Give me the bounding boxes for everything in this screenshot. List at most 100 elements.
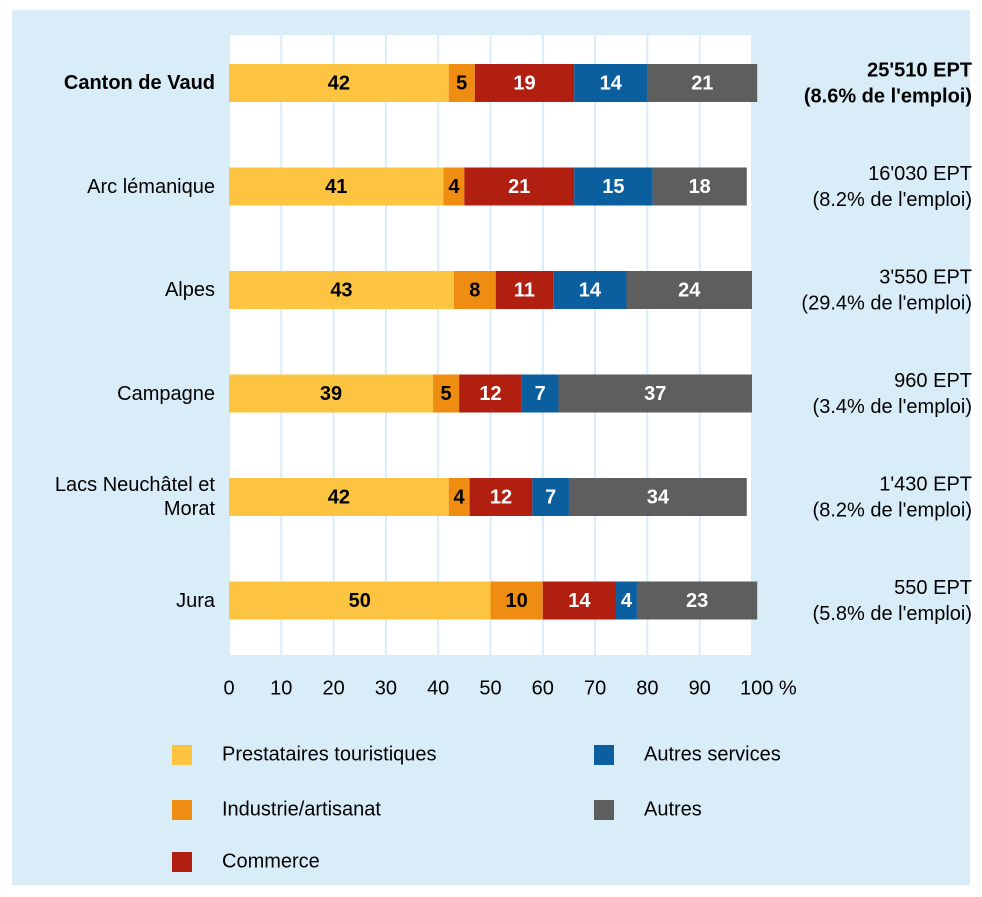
data-label: 15 — [602, 176, 624, 198]
data-label: 24 — [678, 279, 701, 301]
x-tick-label: 80 — [636, 677, 658, 699]
bar-segment — [558, 374, 752, 413]
bar-segment — [553, 271, 627, 309]
data-label: 21 — [508, 176, 530, 198]
x-tick-label: 30 — [375, 677, 397, 699]
bar-segment — [443, 167, 465, 206]
data-label: 19 — [513, 72, 535, 94]
data-label: 12 — [479, 383, 501, 405]
x-tick-label: 60 — [532, 677, 554, 699]
data-label: 5 — [440, 383, 451, 405]
x-tick-label: 70 — [584, 677, 606, 699]
bar-segment — [532, 478, 569, 516]
data-label: 11 — [514, 279, 535, 301]
data-label: 10 — [506, 590, 528, 612]
right-label: (8.6% de l'emploi) — [804, 85, 972, 107]
data-label: 12 — [490, 486, 512, 508]
bar-segment — [574, 64, 648, 102]
bar-segment — [616, 581, 637, 620]
legend-label: Prestataires touristiques — [222, 743, 437, 765]
legend-swatch — [594, 745, 614, 765]
data-label: 21 — [691, 72, 713, 94]
bar-segment — [432, 374, 460, 413]
data-label: 37 — [644, 383, 666, 405]
data-label: 50 — [349, 590, 371, 612]
legend-swatch — [172, 745, 192, 765]
right-label: (29.4% de l'emploi) — [801, 292, 972, 314]
bar-segment — [626, 271, 752, 309]
category-label: Canton de Vaud — [63, 72, 215, 94]
data-label: 4 — [454, 486, 466, 508]
bar-segment — [568, 478, 747, 516]
data-label: 8 — [469, 279, 480, 301]
legend-swatch — [172, 800, 192, 820]
bar-segment — [448, 64, 475, 102]
right-label: 25'510 EPT — [867, 59, 972, 81]
bar-segment — [652, 167, 747, 206]
data-label: 4 — [621, 590, 633, 612]
category-label: Jura — [176, 589, 215, 612]
bar-segment — [636, 581, 758, 620]
data-label: 42 — [328, 486, 350, 508]
right-label: (8.2% de l'emploi) — [813, 499, 972, 521]
bar-segment — [229, 581, 491, 620]
data-label: 7 — [545, 486, 556, 508]
data-label: 43 — [330, 279, 352, 301]
bar-segment — [229, 167, 444, 206]
x-tick-label: 100 % — [740, 677, 797, 699]
legend-swatch — [594, 800, 614, 820]
right-label: 550 EPT — [894, 577, 972, 599]
data-label: 39 — [320, 383, 342, 405]
bar-segment — [448, 478, 470, 516]
data-label: 42 — [328, 72, 350, 94]
right-label: 3'550 EPT — [879, 266, 972, 288]
right-label: (5.8% de l'emploi) — [813, 603, 972, 625]
bar-segment — [229, 64, 449, 102]
bar-segment — [459, 374, 522, 413]
legend-label: Commerce — [222, 850, 320, 872]
data-label: 14 — [600, 72, 623, 94]
category-label: Alpes — [164, 279, 215, 301]
legend-label: Autres services — [644, 743, 781, 765]
data-label: 41 — [325, 176, 347, 198]
right-label: 960 EPT — [894, 370, 972, 392]
bar-segment — [490, 581, 543, 620]
data-label: 14 — [579, 279, 602, 301]
legend-label: Autres — [644, 798, 702, 820]
bar-segment — [229, 478, 449, 516]
bar-segment — [542, 581, 617, 620]
x-tick-label: 0 — [223, 677, 234, 699]
category-label: Campagne — [117, 382, 215, 405]
bar-segment — [453, 271, 496, 309]
x-tick-label: 10 — [270, 677, 292, 699]
right-label: 16'030 EPT — [868, 163, 972, 185]
right-label: (3.4% de l'emploi) — [813, 396, 972, 418]
category-label: Arc lémanique — [87, 175, 215, 198]
data-label: 23 — [686, 590, 708, 612]
data-label: 18 — [689, 176, 711, 198]
bar-segment — [229, 374, 433, 413]
right-label: (8.2% de l'emploi) — [813, 189, 972, 211]
bar-segment — [464, 167, 575, 206]
right-label: 1'430 EPT — [879, 473, 972, 495]
legend-label: Industrie/artisanat — [222, 798, 381, 820]
data-label: 14 — [568, 590, 591, 612]
data-label: 4 — [448, 176, 460, 198]
bar-segment — [229, 271, 454, 309]
category-label: Lacs Neuchâtel et Morat — [54, 474, 215, 520]
data-label: 34 — [647, 486, 670, 508]
bar-segment — [469, 478, 533, 516]
legend-swatch — [172, 852, 192, 872]
x-tick-label: 40 — [427, 677, 449, 699]
x-tick-label: 90 — [689, 677, 711, 699]
bar-segment — [474, 64, 575, 102]
bar-segment — [495, 271, 554, 309]
data-label: 5 — [456, 72, 467, 94]
x-tick-label: 50 — [479, 677, 501, 699]
bar-segment — [521, 374, 559, 413]
bar-segment — [574, 167, 653, 206]
data-label: 7 — [535, 383, 546, 405]
bar-segment — [647, 64, 758, 102]
